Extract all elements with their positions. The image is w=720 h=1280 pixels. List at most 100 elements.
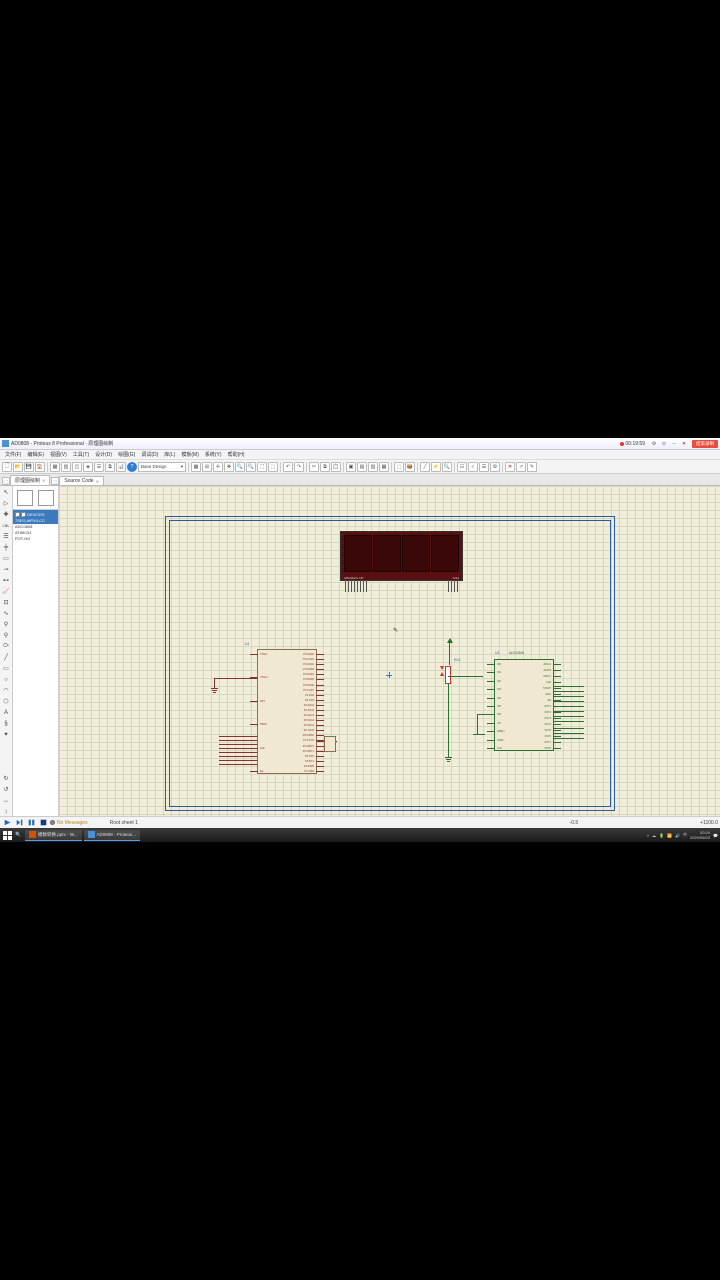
pcb-button[interactable]: ▥ <box>61 462 71 472</box>
tray-clock[interactable]: 20:24 2020/06/03 <box>690 830 710 840</box>
settings-icon[interactable]: ⚙ <box>650 440 658 448</box>
block-copy-button[interactable]: ▣ <box>346 462 356 472</box>
search-button[interactable]: 🔍 <box>442 462 452 472</box>
menu-debug[interactable]: 调试(D) <box>138 451 161 458</box>
menu-edit[interactable]: 编辑(E) <box>24 451 47 458</box>
pan-button[interactable]: ✥ <box>224 462 234 472</box>
resistor-pack[interactable] <box>324 736 336 752</box>
origin-button[interactable]: ✛ <box>213 462 223 472</box>
open-button[interactable]: 📂 <box>13 462 23 472</box>
library-button[interactable]: L <box>21 512 26 517</box>
menu-template[interactable]: 模板(M) <box>178 451 202 458</box>
property-button[interactable]: ☷ <box>457 462 467 472</box>
chip-u1-mcu[interactable]: XTAL1XTAL2RSTPSENALEEAP0.0/AD0P0.1/AD1P0… <box>257 649 317 774</box>
system-tray[interactable]: ˄ ☁ 🔋 📶 🔊 中 20:24 2020/06/03 💬 <box>647 830 718 840</box>
bom-button[interactable]: ☰ <box>94 462 104 472</box>
tab-close-icon[interactable]: ✕ <box>96 479 99 484</box>
block-move-button[interactable]: ▤ <box>357 462 367 472</box>
tape-mode-icon[interactable]: ⊡ <box>2 598 11 607</box>
menu-library[interactable]: 库(L) <box>161 451 178 458</box>
tab-schematic[interactable]: 原理图绘制 ✕ <box>10 475 50 485</box>
marker-2d-icon[interactable]: ✦ <box>2 730 11 739</box>
new-button[interactable]: 🗋 <box>2 462 12 472</box>
menu-system[interactable]: 系统(Y) <box>202 451 225 458</box>
save-button[interactable]: 💾 <box>24 462 34 472</box>
copy-button[interactable]: ⧉ <box>320 462 330 472</box>
tray-notification-icon[interactable]: 💬 <box>713 833 718 838</box>
arrow-tool-button[interactable]: ↗ <box>516 462 526 472</box>
chart-button[interactable]: 📊 <box>116 462 126 472</box>
block-rotate-button[interactable]: ▥ <box>368 462 378 472</box>
start-button[interactable] <box>2 830 13 841</box>
menu-file[interactable]: 文件(F) <box>2 451 24 458</box>
selection-mode-icon[interactable]: ↖ <box>2 488 11 497</box>
label-mode-icon[interactable]: LBL <box>2 521 11 530</box>
box-2d-icon[interactable]: ▭ <box>2 664 11 673</box>
grid-button[interactable]: ▦ <box>191 462 201 472</box>
flip-v-icon[interactable]: ↕ <box>2 807 11 816</box>
cut-button[interactable]: ✂ <box>309 462 319 472</box>
rotate-cw-icon[interactable]: ↻ <box>2 774 11 783</box>
taskbar-item[interactable]: 模数转换.pptx - W... <box>25 830 82 841</box>
tray-input-icon[interactable]: 中 <box>683 832 687 838</box>
tab-source-code[interactable]: Source Code ✕ <box>59 476 104 485</box>
design-variant-combo[interactable]: Base Design▾ <box>138 462 186 472</box>
instrument-mode-icon[interactable]: ⧂ <box>2 642 11 651</box>
close-button[interactable]: ✕ <box>680 440 688 448</box>
probe-i-mode-icon[interactable]: ⚲ <box>2 631 11 640</box>
flip-h-icon[interactable]: ↔ <box>2 796 11 805</box>
arc-2d-icon[interactable]: ◠ <box>2 686 11 695</box>
edit-tool-button[interactable]: ✎ <box>527 462 537 472</box>
erc-button[interactable]: ✓ <box>468 462 478 472</box>
bus-mode-icon[interactable]: ╪ <box>2 543 11 552</box>
minimize-button[interactable]: – <box>670 440 678 448</box>
snap-button[interactable]: ⊞ <box>202 462 212 472</box>
schematic-button[interactable]: ▦ <box>50 462 60 472</box>
zoom-out-button[interactable]: 🔍 <box>246 462 256 472</box>
zoom-area-button[interactable]: ⬚ <box>268 462 278 472</box>
tab-nav-button[interactable]: ⬚ <box>2 477 10 485</box>
menu-view[interactable]: 视图(V) <box>47 451 70 458</box>
netlist-button[interactable]: ☰ <box>479 462 489 472</box>
zoom-in-button[interactable]: 🔍 <box>235 462 245 472</box>
stop-record-button[interactable]: 结束录制 <box>692 440 718 448</box>
tab-nav-button-2[interactable]: ⬚ <box>51 477 59 485</box>
play-button[interactable] <box>2 818 12 827</box>
mic-icon[interactable]: ⊙ <box>660 440 668 448</box>
tray-volume-icon[interactable]: 🔊 <box>675 833 680 838</box>
potentiometer[interactable] <box>445 666 451 684</box>
delete-tool-button[interactable]: ✕ <box>505 462 515 472</box>
zoom-fit-button[interactable]: ⛶ <box>257 462 267 472</box>
pick-device-button[interactable]: P <box>15 512 20 517</box>
wire-tool-button[interactable]: ╱ <box>420 462 430 472</box>
path-2d-icon[interactable]: ⬡ <box>2 697 11 706</box>
pause-button[interactable] <box>26 818 36 827</box>
search-icon[interactable]: 🔍 <box>13 830 24 841</box>
generator-mode-icon[interactable]: ∿ <box>2 609 11 618</box>
list-item[interactable]: POT-HG <box>13 536 58 542</box>
tray-onedrive-icon[interactable]: ☁ <box>652 833 656 838</box>
step-button[interactable] <box>14 818 24 827</box>
symbol-2d-icon[interactable]: § <box>2 719 11 728</box>
line-2d-icon[interactable]: ╱ <box>2 653 11 662</box>
junction-mode-icon[interactable]: ✚ <box>2 510 11 519</box>
paste-button[interactable]: 📋 <box>331 462 341 472</box>
autowire-button[interactable]: ⚡ <box>431 462 441 472</box>
chip-u2-adc[interactable]: IN0IN1IN2IN3IN4IN5IN6IN7VREF+VREF-CLKADD… <box>494 659 554 751</box>
block-delete-button[interactable]: ▦ <box>379 462 389 472</box>
schematic-canvas[interactable]: ABCDEFG DP 1234 U1 XTAL1XTAL2RSTPSENALEE… <box>59 486 720 816</box>
home-button[interactable]: 🏠 <box>35 462 45 472</box>
menu-help[interactable]: 帮助(H) <box>225 451 248 458</box>
gerber-button[interactable]: ◈ <box>83 462 93 472</box>
tray-battery-icon[interactable]: 🔋 <box>659 833 664 838</box>
tab-close-icon[interactable]: ✕ <box>42 478 45 483</box>
code-button[interactable]: ⧉ <box>105 462 115 472</box>
undo-button[interactable]: ↶ <box>283 462 293 472</box>
terminal-mode-icon[interactable]: ⊸ <box>2 565 11 574</box>
subcircuit-mode-icon[interactable]: ▭ <box>2 554 11 563</box>
3d-button[interactable]: ◫ <box>72 462 82 472</box>
pick-button[interactable]: ⬚ <box>394 462 404 472</box>
menu-tools[interactable]: 工具(T) <box>70 451 92 458</box>
menu-graph[interactable]: 绘图(G) <box>115 451 138 458</box>
graph-mode-icon[interactable]: 📈 <box>2 587 11 596</box>
